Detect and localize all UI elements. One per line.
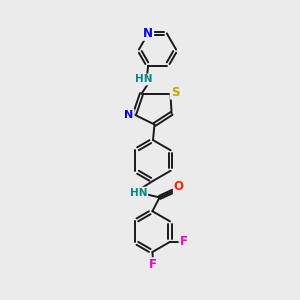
Text: O: O <box>174 180 184 194</box>
Text: S: S <box>171 85 179 99</box>
Text: F: F <box>180 235 188 248</box>
Text: N: N <box>143 27 153 40</box>
Text: HN: HN <box>130 188 147 198</box>
Text: HN: HN <box>135 74 152 85</box>
Text: N: N <box>124 110 134 120</box>
Text: F: F <box>149 258 157 271</box>
